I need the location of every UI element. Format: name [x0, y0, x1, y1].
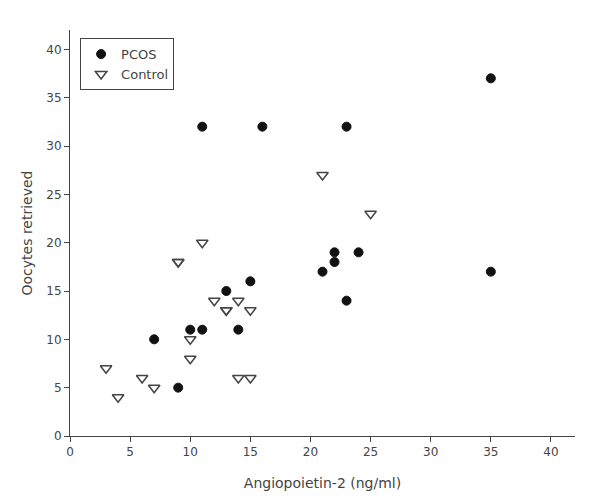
- svg-text:PCOS: PCOS: [121, 47, 156, 62]
- svg-text:15: 15: [46, 284, 61, 298]
- svg-text:0: 0: [66, 445, 74, 459]
- svg-text:10: 10: [183, 445, 198, 459]
- svg-text:25: 25: [46, 188, 61, 202]
- svg-text:5: 5: [54, 381, 62, 395]
- svg-text:10: 10: [46, 333, 61, 347]
- svg-text:5: 5: [126, 445, 134, 459]
- svg-text:20: 20: [46, 236, 61, 250]
- svg-text:35: 35: [483, 445, 498, 459]
- svg-text:15: 15: [243, 445, 258, 459]
- svg-text:Oocytes retrieved: Oocytes retrieved: [19, 170, 35, 295]
- svg-text:30: 30: [423, 445, 438, 459]
- svg-text:Control: Control: [121, 67, 168, 82]
- svg-text:25: 25: [363, 445, 378, 459]
- svg-text:40: 40: [543, 445, 558, 459]
- svg-text:30: 30: [46, 139, 61, 153]
- svg-text:0: 0: [54, 429, 62, 443]
- svg-text:40: 40: [46, 43, 61, 57]
- svg-text:35: 35: [46, 91, 61, 105]
- svg-text:Angiopoietin-2 (ng/ml): Angiopoietin-2 (ng/ml): [244, 475, 401, 491]
- svg-text:20: 20: [303, 445, 318, 459]
